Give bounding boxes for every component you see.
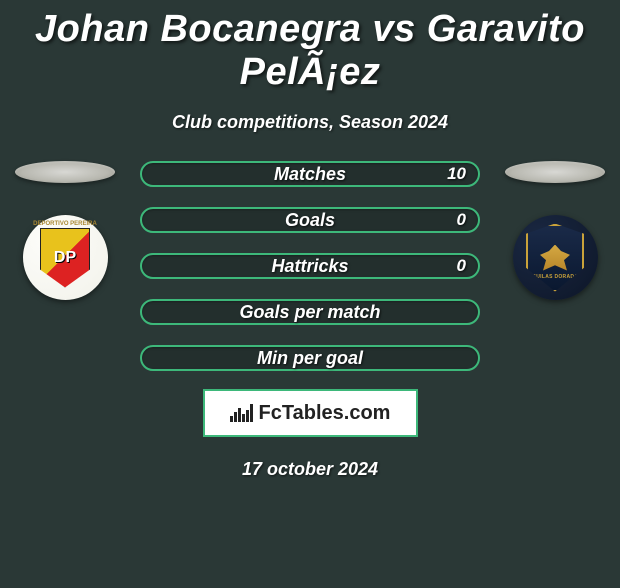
stat-row-hattricks: Hattricks 0 xyxy=(140,253,480,279)
footer-date: 17 october 2024 xyxy=(10,459,610,480)
bar-chart-icon xyxy=(230,404,253,422)
club-badge-right: AGUILAS DORADAS xyxy=(513,215,598,300)
brand-box[interactable]: FcTables.com xyxy=(203,389,418,437)
stat-row-goals-per-match: Goals per match xyxy=(140,299,480,325)
badge-right-shield: AGUILAS DORADAS xyxy=(526,224,584,292)
main-row: DEPORTIVO PEREIRA DP Matches 10 Goals 0 … xyxy=(10,161,610,371)
badge-left-ring-text: DEPORTIVO PEREIRA xyxy=(23,221,108,227)
page-title: Johan Bocanegra vs Garavito PelÃ¡ez xyxy=(10,8,610,94)
eagle-icon xyxy=(540,245,570,271)
stat-label: Min per goal xyxy=(257,348,363,369)
player-placeholder-right xyxy=(505,161,605,183)
stat-value: 0 xyxy=(457,210,466,230)
badge-right-text: AGUILAS DORADAS xyxy=(528,274,582,280)
right-column: AGUILAS DORADAS xyxy=(500,161,610,300)
player-placeholder-left xyxy=(15,161,115,183)
stat-row-matches: Matches 10 xyxy=(140,161,480,187)
brand-text: FcTables.com xyxy=(259,402,391,425)
stat-label: Goals per match xyxy=(239,302,380,323)
comparison-card: Johan Bocanegra vs Garavito PelÃ¡ez Club… xyxy=(0,8,620,480)
stat-row-goals: Goals 0 xyxy=(140,207,480,233)
page-subtitle: Club competitions, Season 2024 xyxy=(10,112,610,133)
stat-label: Hattricks xyxy=(271,256,348,277)
stat-label: Matches xyxy=(274,164,346,185)
stat-value: 0 xyxy=(457,256,466,276)
club-badge-left: DEPORTIVO PEREIRA DP xyxy=(23,215,108,300)
stat-label: Goals xyxy=(285,210,335,231)
left-column: DEPORTIVO PEREIRA DP xyxy=(10,161,120,300)
badge-left-shield: DP xyxy=(40,228,90,288)
badge-left-initials: DP xyxy=(54,249,76,267)
stat-row-min-per-goal: Min per goal xyxy=(140,345,480,371)
stats-column: Matches 10 Goals 0 Hattricks 0 Goals per… xyxy=(140,161,480,371)
stat-value: 10 xyxy=(447,164,466,184)
